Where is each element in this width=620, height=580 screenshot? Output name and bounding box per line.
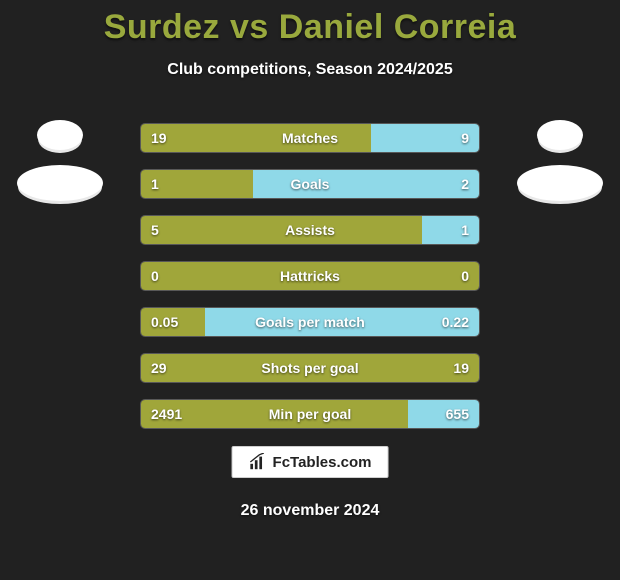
stat-label: Assists	[141, 216, 479, 244]
footer-date: 26 november 2024	[0, 502, 620, 520]
stat-row: 00Hattricks	[140, 261, 480, 291]
stat-label: Goals	[141, 170, 479, 198]
stat-row: 2919Shots per goal	[140, 353, 480, 383]
stat-label: Goals per match	[141, 308, 479, 336]
comparison-subtitle: Club competitions, Season 2024/2025	[0, 61, 620, 79]
player-right-silhouette	[500, 100, 620, 200]
player-left-silhouette	[0, 100, 120, 200]
stat-row: 199Matches	[140, 123, 480, 153]
stat-row: 12Goals	[140, 169, 480, 199]
branding-badge: FcTables.com	[232, 446, 389, 478]
stat-label: Shots per goal	[141, 354, 479, 382]
stat-row: 51Assists	[140, 215, 480, 245]
stat-row: 2491655Min per goal	[140, 399, 480, 429]
stat-row: 0.050.22Goals per match	[140, 307, 480, 337]
branding-text: FcTables.com	[273, 454, 372, 471]
stat-bars-container: 199Matches 12Goals 51Assists 00Hattricks 0.0…	[140, 123, 480, 445]
stat-label: Min per goal	[141, 400, 479, 428]
stat-label: Hattricks	[141, 262, 479, 290]
branding-logo-icon	[249, 453, 267, 471]
comparison-title: Surdez vs Daniel Correia	[0, 0, 620, 47]
stat-label: Matches	[141, 124, 479, 152]
